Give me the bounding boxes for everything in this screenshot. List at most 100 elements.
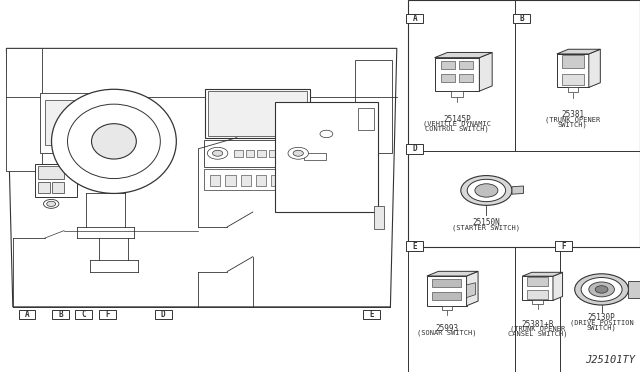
Bar bbox=[271, 175, 282, 186]
Bar bbox=[562, 55, 584, 68]
Ellipse shape bbox=[595, 286, 608, 293]
Circle shape bbox=[44, 199, 59, 208]
Circle shape bbox=[212, 150, 223, 156]
Bar bbox=[225, 175, 236, 186]
Ellipse shape bbox=[51, 89, 177, 193]
Bar bbox=[155, 310, 172, 319]
Text: A: A bbox=[412, 14, 417, 23]
Text: 25993: 25993 bbox=[435, 324, 458, 333]
Text: SWITCH): SWITCH) bbox=[587, 324, 616, 330]
Bar bbox=[427, 276, 467, 306]
Text: (VEHICLE DYNAMIC: (VEHICLE DYNAMIC bbox=[423, 121, 491, 127]
Bar bbox=[241, 175, 251, 186]
Text: F: F bbox=[105, 310, 110, 319]
Text: D: D bbox=[161, 310, 166, 319]
Bar bbox=[406, 14, 423, 23]
Ellipse shape bbox=[467, 179, 506, 202]
Text: (DRIVE POSITION: (DRIVE POSITION bbox=[570, 319, 634, 326]
Bar bbox=[406, 241, 423, 251]
Polygon shape bbox=[589, 49, 600, 87]
Polygon shape bbox=[512, 186, 524, 194]
Polygon shape bbox=[522, 272, 563, 276]
Bar bbox=[513, 14, 530, 23]
Text: CANSEL SWITCH): CANSEL SWITCH) bbox=[508, 330, 567, 337]
Ellipse shape bbox=[475, 184, 498, 197]
Bar bbox=[442, 306, 452, 310]
Bar bbox=[99, 310, 116, 319]
Circle shape bbox=[288, 147, 308, 159]
Bar bbox=[568, 87, 578, 92]
Polygon shape bbox=[553, 272, 563, 301]
Polygon shape bbox=[628, 281, 640, 298]
Bar bbox=[210, 175, 220, 186]
Bar bbox=[532, 301, 543, 304]
Bar bbox=[363, 310, 380, 319]
Bar bbox=[527, 277, 548, 286]
Circle shape bbox=[207, 147, 228, 159]
Text: E: E bbox=[369, 310, 374, 319]
Bar bbox=[6, 48, 42, 171]
Bar bbox=[208, 91, 307, 136]
Text: D: D bbox=[412, 144, 417, 153]
Bar bbox=[19, 310, 35, 319]
Bar bbox=[555, 241, 572, 251]
Bar bbox=[557, 54, 589, 87]
Polygon shape bbox=[479, 52, 492, 91]
Bar bbox=[45, 100, 90, 145]
Bar bbox=[441, 61, 455, 69]
Ellipse shape bbox=[575, 274, 628, 305]
Bar bbox=[204, 169, 312, 190]
Text: (TRUNK OPENER: (TRUNK OPENER bbox=[545, 116, 600, 122]
Bar bbox=[408, 0, 640, 247]
Bar bbox=[280, 150, 289, 157]
Bar bbox=[374, 206, 384, 229]
Polygon shape bbox=[427, 271, 478, 276]
Ellipse shape bbox=[92, 124, 136, 159]
Bar bbox=[527, 290, 548, 299]
Polygon shape bbox=[557, 49, 600, 54]
Bar bbox=[38, 182, 50, 193]
Bar bbox=[52, 182, 64, 193]
Text: 25130P: 25130P bbox=[588, 313, 616, 322]
Bar bbox=[406, 144, 423, 154]
Bar bbox=[205, 89, 310, 138]
Polygon shape bbox=[467, 271, 478, 306]
Text: 25150N: 25150N bbox=[472, 218, 500, 227]
Text: CONTROL SWITCH): CONTROL SWITCH) bbox=[425, 126, 489, 132]
Text: B: B bbox=[58, 310, 63, 319]
Text: C: C bbox=[81, 310, 86, 319]
Text: F: F bbox=[561, 242, 566, 251]
Ellipse shape bbox=[67, 104, 160, 179]
Text: A: A bbox=[24, 310, 29, 319]
Text: (SONAR SWITCH): (SONAR SWITCH) bbox=[417, 330, 476, 336]
Ellipse shape bbox=[581, 278, 622, 301]
Bar bbox=[459, 74, 473, 82]
Bar bbox=[52, 310, 69, 319]
Polygon shape bbox=[6, 48, 397, 307]
Text: E: E bbox=[412, 242, 417, 251]
Polygon shape bbox=[435, 52, 492, 58]
Bar bbox=[451, 91, 463, 97]
Circle shape bbox=[293, 150, 303, 156]
Text: 25381+B: 25381+B bbox=[522, 320, 554, 329]
Bar bbox=[275, 102, 378, 212]
Bar bbox=[246, 150, 254, 157]
Ellipse shape bbox=[589, 282, 614, 297]
Bar bbox=[204, 140, 312, 167]
Circle shape bbox=[47, 201, 56, 206]
Bar bbox=[432, 279, 461, 287]
Text: J25101TY: J25101TY bbox=[585, 355, 635, 365]
Bar bbox=[562, 74, 584, 85]
Bar bbox=[287, 175, 297, 186]
Text: 25145P: 25145P bbox=[443, 115, 471, 124]
Bar bbox=[269, 150, 277, 157]
Bar bbox=[459, 61, 473, 69]
Text: (STARTER SWITCH): (STARTER SWITCH) bbox=[452, 224, 520, 231]
Bar bbox=[35, 164, 77, 197]
Bar bbox=[234, 150, 243, 157]
Bar bbox=[522, 276, 553, 301]
Bar bbox=[441, 74, 455, 82]
Bar bbox=[40, 93, 95, 153]
Bar bbox=[38, 166, 64, 179]
Polygon shape bbox=[467, 283, 476, 298]
